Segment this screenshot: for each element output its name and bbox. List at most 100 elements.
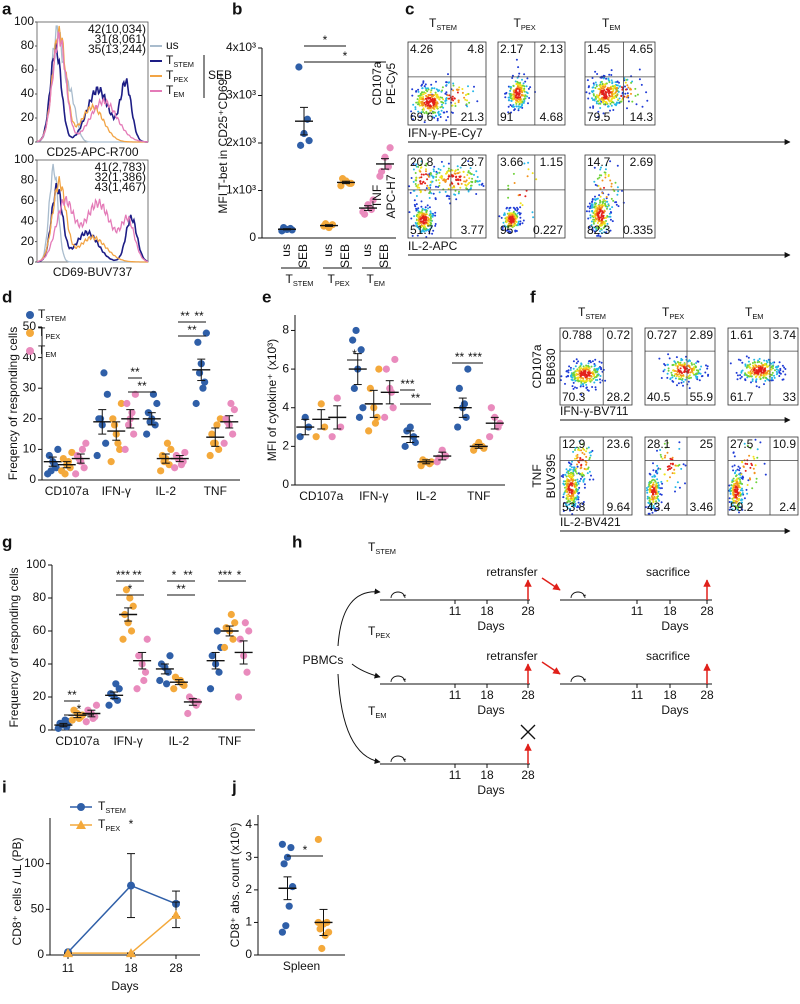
significance-label: * xyxy=(352,347,357,361)
legend-marker xyxy=(26,329,34,337)
event-dot xyxy=(420,111,423,114)
event-dot xyxy=(763,462,766,465)
event-dot xyxy=(738,469,741,472)
event-dot xyxy=(646,491,649,494)
event-dot xyxy=(762,369,765,372)
event-dot xyxy=(729,362,732,365)
event-dot xyxy=(590,365,593,368)
event-dot xyxy=(691,363,693,366)
event-dot xyxy=(516,76,519,79)
event-dot xyxy=(732,483,735,486)
event-dot xyxy=(693,373,696,376)
event-dot xyxy=(437,186,440,188)
end-label: sacrifice xyxy=(646,565,690,579)
legend-label: TSTEM xyxy=(38,307,66,323)
event-dot xyxy=(744,364,747,367)
event-dot xyxy=(423,121,426,124)
event-dot xyxy=(579,379,582,382)
event-dot xyxy=(608,212,611,215)
event-dot xyxy=(412,224,415,227)
event-dot xyxy=(610,182,613,185)
event-dot xyxy=(595,205,598,208)
event-dot xyxy=(519,206,522,209)
timeline-axis-label: Days xyxy=(477,619,504,633)
event-dot xyxy=(459,166,462,169)
data-point xyxy=(135,652,143,660)
panel-label: c xyxy=(405,0,414,18)
quadrant-value: 1.61 xyxy=(730,328,754,342)
data-point xyxy=(381,413,389,421)
event-dot xyxy=(518,102,521,105)
event-dot xyxy=(604,216,607,219)
event-dot xyxy=(591,97,593,100)
event-dot xyxy=(580,367,583,370)
event-dot xyxy=(588,478,591,481)
y-tick-label: 0 xyxy=(27,254,34,268)
event-dot xyxy=(610,100,613,103)
event-dot xyxy=(417,103,420,106)
event-dot xyxy=(593,166,596,169)
event-dot xyxy=(674,377,677,380)
legend-group-label: SEB xyxy=(208,68,232,82)
event-dot xyxy=(653,506,656,509)
event-dot xyxy=(588,210,591,213)
event-dot xyxy=(577,373,579,376)
data-point xyxy=(171,464,179,472)
event-dot xyxy=(656,471,659,474)
legend-label-sub: EM xyxy=(173,90,184,99)
event-dot xyxy=(752,455,755,458)
event-dot xyxy=(572,381,575,384)
event-dot xyxy=(517,66,520,69)
event-dot xyxy=(629,88,632,91)
y-tick-label: 80 xyxy=(21,38,35,52)
event-dot xyxy=(430,89,433,92)
event-dot xyxy=(580,449,583,452)
event-dot xyxy=(518,90,521,93)
event-dot xyxy=(583,448,586,451)
data-point xyxy=(355,413,364,421)
event-dot xyxy=(436,172,439,174)
event-dot xyxy=(510,219,512,222)
event-dot xyxy=(644,506,647,509)
event-dot xyxy=(435,185,437,188)
event-dot xyxy=(615,94,618,97)
event-dot xyxy=(610,79,613,82)
event-dot xyxy=(659,468,662,470)
event-dot xyxy=(604,83,607,86)
event-dot xyxy=(616,87,619,89)
event-dot xyxy=(749,466,752,469)
event-dot xyxy=(466,105,469,108)
event-dot xyxy=(432,192,435,195)
data-point xyxy=(316,925,324,933)
event-dot xyxy=(678,486,681,489)
event-dot xyxy=(598,226,601,229)
event-dot xyxy=(684,378,687,381)
event-dot xyxy=(587,86,590,89)
y-axis-label: CD8⁺ abs. count (x10⁶) xyxy=(228,823,242,948)
event-dot xyxy=(457,101,460,104)
plot-frame xyxy=(584,41,656,126)
event-dot xyxy=(659,493,662,496)
data-point xyxy=(109,415,117,423)
event-dot xyxy=(420,176,423,179)
plot-frame xyxy=(559,327,633,406)
event-dot xyxy=(636,93,639,96)
event-dot xyxy=(652,481,655,484)
event-dot xyxy=(599,378,601,381)
event-dot xyxy=(736,489,738,492)
event-dot xyxy=(766,371,769,374)
event-dot xyxy=(456,165,459,168)
event-dot xyxy=(570,463,573,466)
event-dot xyxy=(429,190,432,193)
event-dot xyxy=(734,469,737,472)
event-dot xyxy=(568,365,571,368)
event-dot xyxy=(602,198,605,201)
event-dot xyxy=(439,96,442,99)
event-dot xyxy=(607,90,610,93)
mouse-icon xyxy=(570,591,587,599)
event-dot xyxy=(649,503,652,506)
event-dot xyxy=(438,89,441,92)
event-dot xyxy=(687,360,690,363)
event-dot xyxy=(770,366,773,369)
event-dot xyxy=(607,96,610,99)
